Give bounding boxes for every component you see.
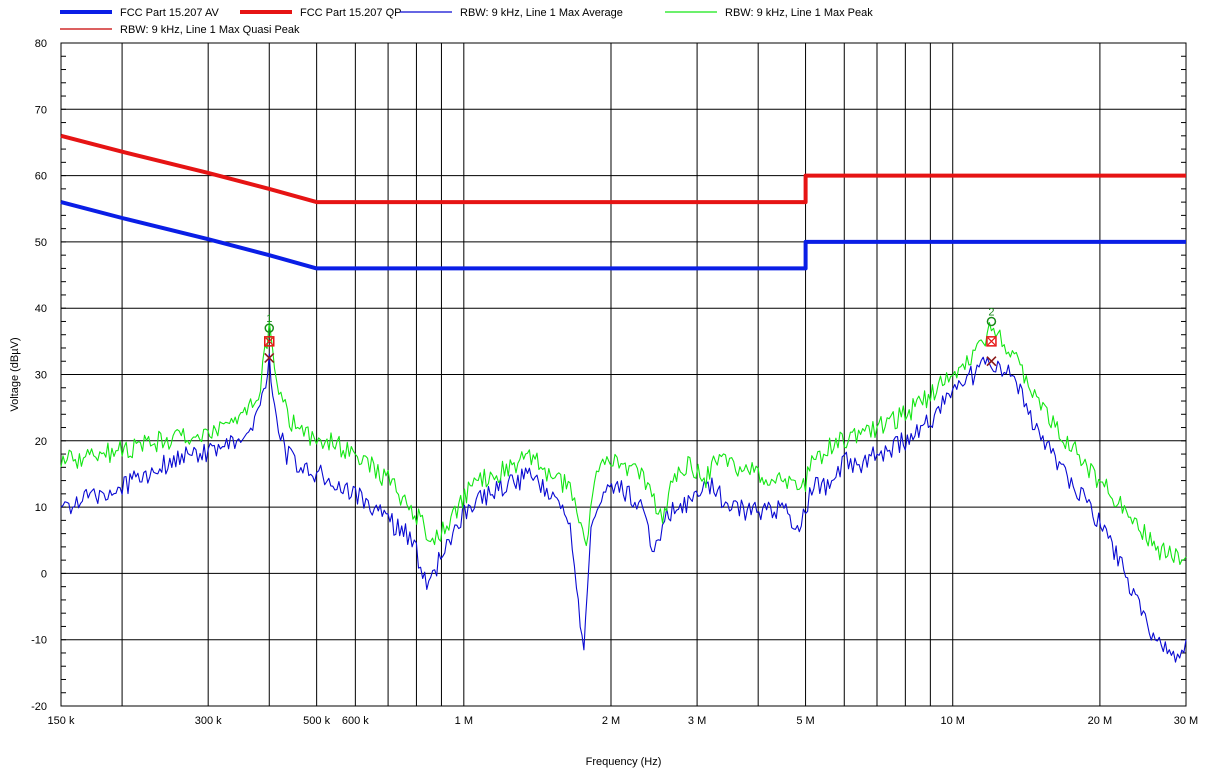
x-axis-ticks: 150 k 300 k 500 k 600 k 1 M 2 M 3 M 5 M 10 M 20 M… [48, 715, 1199, 727]
legend-label-1: FCC Part 15.207 QP [300, 7, 402, 19]
x-tick-label: 300 k [195, 715, 222, 727]
x-tick-label: 20 M [1088, 715, 1112, 727]
y-tick-label: 50 [35, 237, 47, 249]
y-tick-label: -10 [31, 635, 47, 647]
legend-label-4: RBW: 9 kHz, Line 1 Max Quasi Peak [120, 24, 300, 36]
y-tick-label: 80 [35, 38, 47, 50]
legend: FCC Part 15.207 AV FCC Part 15.207 QP RBW:… [60, 7, 873, 36]
marker-layer: 12 [264, 306, 997, 367]
series-line-2 [60, 353, 1187, 663]
y-tick-label: 0 [41, 568, 47, 580]
series-layer [60, 133, 1187, 663]
legend-label-2: RBW: 9 kHz, Line 1 Max Average [460, 7, 623, 19]
grid [61, 43, 1186, 706]
peak-marker [986, 316, 997, 327]
x-tick-label: 500 k [303, 715, 330, 727]
marker-label: 1 [266, 313, 272, 325]
y-tick-label: 30 [35, 370, 47, 382]
series-line-3 [60, 320, 1187, 566]
y-tick-label: -20 [31, 701, 47, 713]
legend-label-0: FCC Part 15.207 AV [120, 7, 220, 19]
qp-marker-cross [265, 337, 274, 346]
avg-marker [986, 356, 997, 367]
x-tick-label: 600 k [342, 715, 369, 727]
qp-marker [264, 336, 275, 347]
x-tick-label: 1 M [455, 715, 473, 727]
y-tick-label: 20 [35, 436, 47, 448]
x-tick-label: 3 M [688, 715, 706, 727]
x-tick-label: 30 M [1174, 715, 1198, 727]
x-tick-label: 5 M [796, 715, 814, 727]
y-tick-label: 70 [35, 104, 47, 116]
series-line-0 [60, 200, 1186, 271]
qp-marker-cross [987, 337, 996, 346]
x-axis-title: Frequency (Hz) [586, 756, 662, 768]
avg-marker [264, 352, 275, 363]
x-tick-label: 10 M [940, 715, 964, 727]
y-tick-label: 10 [35, 502, 47, 514]
x-tick-label: 150 k [48, 715, 75, 727]
y-tick-label: 40 [35, 303, 47, 315]
plot-frame [60, 42, 1187, 707]
legend-label-3: RBW: 9 kHz, Line 1 Max Peak [725, 7, 873, 19]
x-tick-label: 2 M [602, 715, 620, 727]
peak-marker [264, 323, 275, 333]
qp-marker [986, 336, 997, 347]
y-axis-title: Voltage (dBµV) [9, 337, 21, 411]
y-tick-label: 60 [35, 171, 47, 183]
y-axis-ticks: -20 -10 0 10 20 30 40 50 60 70 80 [31, 38, 47, 713]
marker-label: 2 [988, 306, 994, 318]
series-line-1 [60, 133, 1186, 205]
